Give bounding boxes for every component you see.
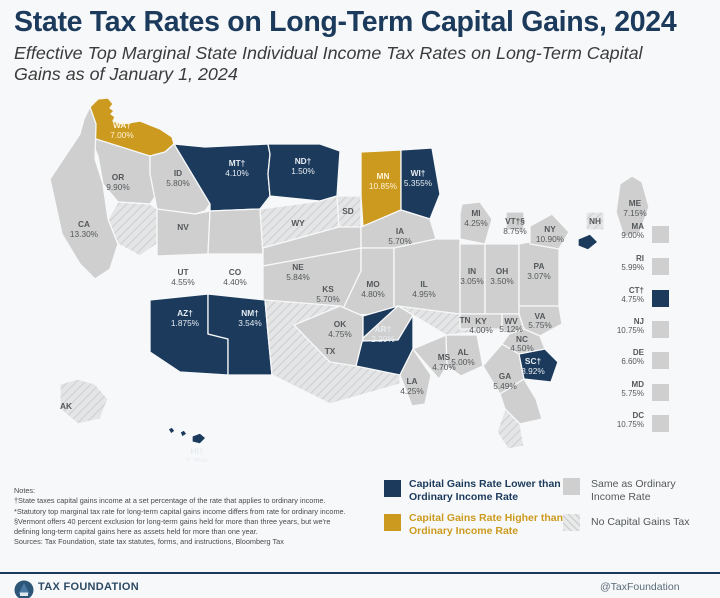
svg-text:4.40%: 4.40% bbox=[223, 277, 247, 287]
svg-text:GA: GA bbox=[499, 371, 511, 381]
svg-text:7.15%: 7.15% bbox=[623, 208, 647, 218]
svg-text:5.49%: 5.49% bbox=[493, 381, 517, 391]
svg-text:IL: IL bbox=[420, 279, 427, 289]
svg-text:MS: MS bbox=[438, 352, 451, 362]
svg-text:5.355%: 5.355% bbox=[404, 178, 433, 188]
svg-text:MI: MI bbox=[471, 208, 480, 218]
svg-text:4.80%: 4.80% bbox=[361, 289, 385, 299]
svg-text:OH: OH bbox=[496, 266, 508, 276]
svg-text:13.30%: 13.30% bbox=[70, 229, 99, 239]
svg-text:KS: KS bbox=[322, 284, 334, 294]
svg-text:NM†: NM† bbox=[241, 308, 259, 318]
svg-text:5.70%: 5.70% bbox=[388, 236, 412, 246]
svg-text:7.25%: 7.25% bbox=[185, 456, 209, 462]
svg-text:4.00%: 4.00% bbox=[469, 325, 493, 335]
svg-text:7.00%: 7.00% bbox=[110, 130, 134, 140]
svg-text:PA: PA bbox=[534, 261, 545, 271]
svg-text:3.50%: 3.50% bbox=[490, 276, 514, 286]
svg-text:8.75%: 8.75% bbox=[503, 226, 527, 236]
svg-text:10.90%: 10.90% bbox=[536, 234, 565, 244]
svg-text:5.70%: 5.70% bbox=[316, 294, 340, 304]
svg-text:5.80%: 5.80% bbox=[166, 178, 190, 188]
svg-text:SD: SD bbox=[342, 206, 354, 216]
svg-text:CO: CO bbox=[229, 267, 242, 277]
svg-text:WI†: WI† bbox=[411, 168, 426, 178]
svg-text:TX: TX bbox=[325, 346, 336, 356]
svg-text:10.85%: 10.85% bbox=[369, 181, 398, 191]
svg-text:ND†: ND† bbox=[295, 156, 312, 166]
svg-text:IN: IN bbox=[468, 266, 476, 276]
svg-text:4.55%: 4.55% bbox=[171, 277, 195, 287]
svg-text:1.875%: 1.875% bbox=[171, 318, 200, 328]
svg-text:5.12%: 5.12% bbox=[499, 324, 523, 334]
svg-text:MN: MN bbox=[377, 171, 390, 181]
svg-text:NE: NE bbox=[292, 262, 304, 272]
svg-text:TN: TN bbox=[459, 315, 470, 325]
svg-text:2.20%: 2.20% bbox=[371, 334, 395, 344]
svg-text:ID: ID bbox=[174, 168, 182, 178]
svg-text:HI†: HI† bbox=[191, 446, 204, 456]
svg-text:SC†: SC† bbox=[525, 356, 542, 366]
svg-text:4.25%: 4.25% bbox=[464, 218, 488, 228]
svg-text:MT†: MT† bbox=[229, 158, 246, 168]
svg-text:OR: OR bbox=[112, 172, 124, 182]
svg-text:3.54%: 3.54% bbox=[238, 318, 262, 328]
svg-text:4.70%: 4.70% bbox=[432, 362, 456, 372]
svg-text:4.10%: 4.10% bbox=[225, 168, 249, 178]
svg-text:WA†: WA† bbox=[113, 120, 131, 130]
svg-text:MO: MO bbox=[366, 279, 380, 289]
svg-text:AL: AL bbox=[457, 347, 468, 357]
svg-text:9.90%: 9.90% bbox=[106, 182, 130, 192]
svg-text:UT: UT bbox=[177, 267, 188, 277]
svg-text:IA: IA bbox=[396, 226, 404, 236]
svg-text:OK: OK bbox=[334, 319, 346, 329]
svg-text:4.50%: 4.50% bbox=[510, 343, 534, 353]
svg-text:3.92%: 3.92% bbox=[521, 366, 545, 376]
svg-text:VT†§: VT†§ bbox=[505, 216, 525, 226]
svg-text:NY: NY bbox=[544, 224, 556, 234]
svg-text:5.75%: 5.75% bbox=[528, 320, 552, 330]
svg-text:3.05%: 3.05% bbox=[460, 276, 484, 286]
svg-text:4.25%: 4.25% bbox=[400, 386, 424, 396]
svg-text:CA: CA bbox=[78, 219, 90, 229]
svg-text:5.84%: 5.84% bbox=[286, 272, 310, 282]
svg-text:AK: AK bbox=[60, 401, 72, 411]
svg-text:4.95%: 4.95% bbox=[412, 289, 436, 299]
svg-text:AZ†: AZ† bbox=[177, 308, 193, 318]
svg-text:ME: ME bbox=[629, 198, 642, 208]
svg-text:AR†: AR† bbox=[375, 324, 392, 334]
svg-text:LA: LA bbox=[406, 376, 417, 386]
svg-text:1.50%: 1.50% bbox=[291, 166, 315, 176]
svg-text:NH: NH bbox=[589, 216, 601, 226]
svg-text:WY: WY bbox=[291, 218, 305, 228]
svg-text:3.07%: 3.07% bbox=[527, 271, 551, 281]
svg-text:4.75%: 4.75% bbox=[328, 329, 352, 339]
